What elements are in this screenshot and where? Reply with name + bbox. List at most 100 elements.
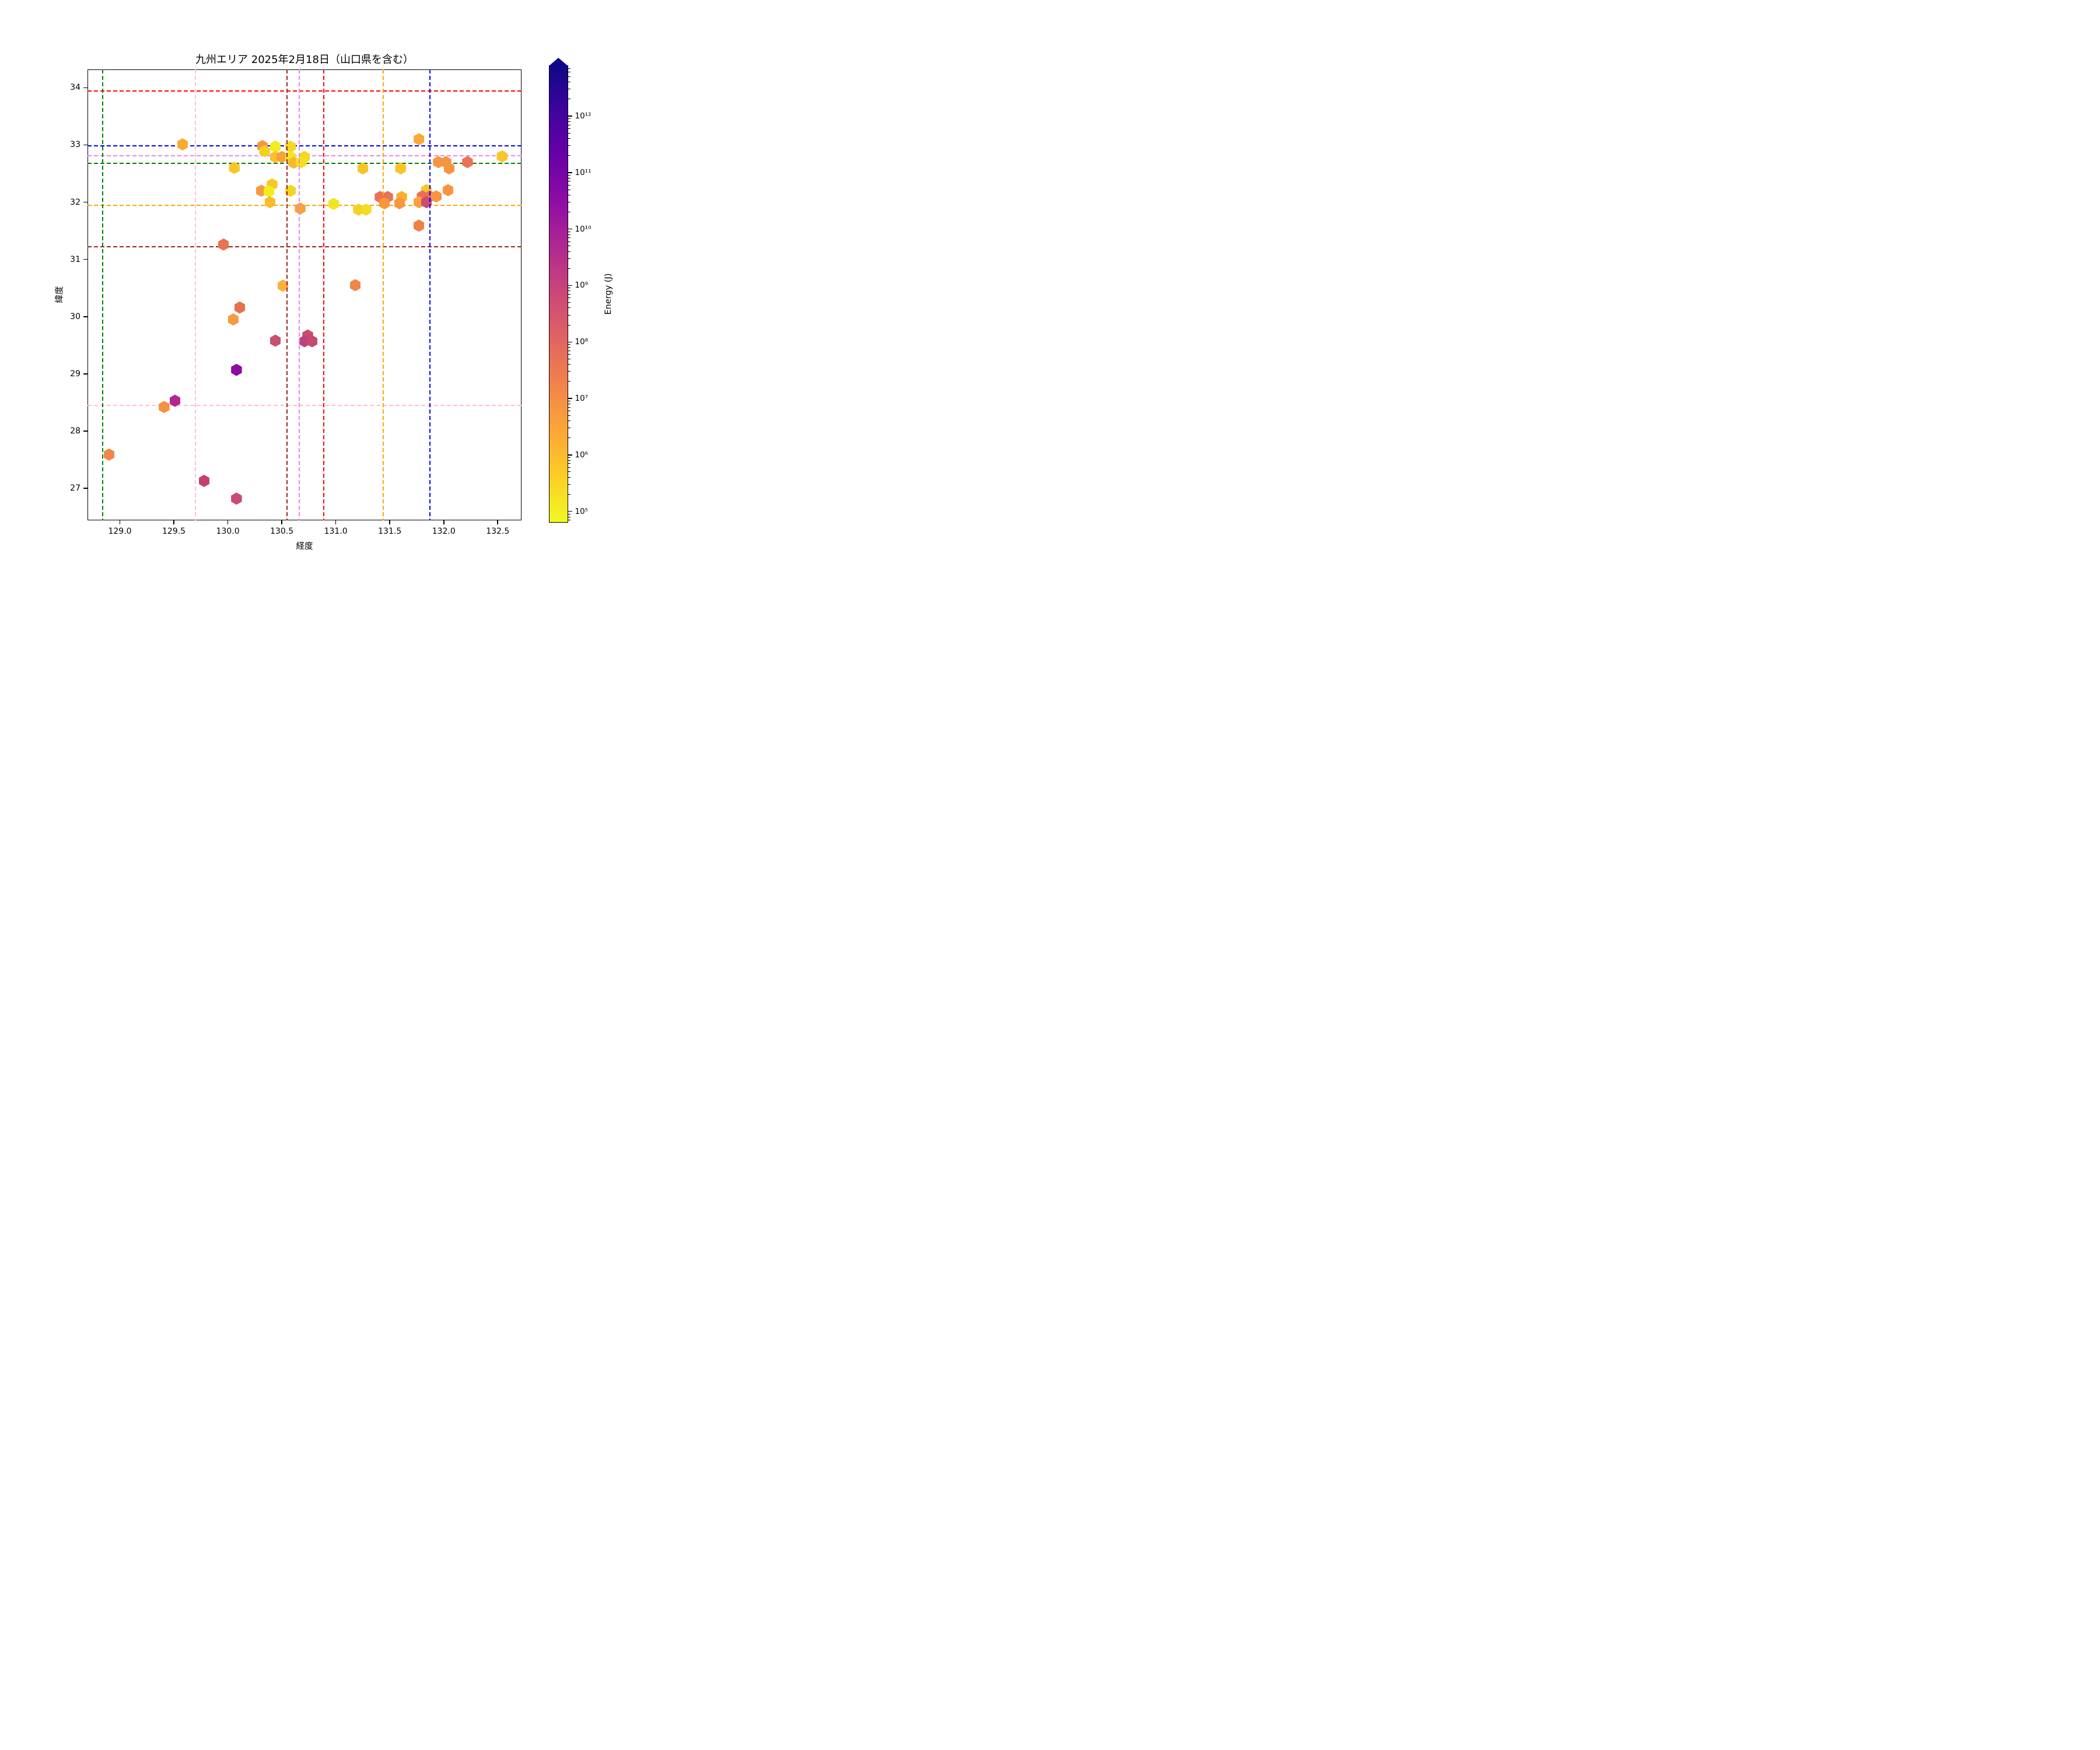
x-tick-label: 129.5 xyxy=(162,527,186,536)
colorbar-minor-tick-mark xyxy=(568,381,570,382)
data-point xyxy=(349,279,361,292)
data-point xyxy=(306,335,318,348)
y-tick-mark xyxy=(83,258,88,260)
y-tick-label: 33 xyxy=(70,140,80,150)
x-tick-label: 132.5 xyxy=(486,527,510,536)
colorbar-minor-tick-mark xyxy=(568,76,570,77)
colorbar-extend-arrow-icon xyxy=(549,58,568,66)
colorbar-minor-tick-mark xyxy=(568,258,570,259)
y-tick-mark xyxy=(83,144,88,146)
colorbar-minor-tick-mark xyxy=(568,68,570,69)
y-tick-label: 31 xyxy=(70,254,80,264)
data-point xyxy=(395,162,406,175)
vline-violet xyxy=(298,69,300,520)
y-tick-label: 29 xyxy=(70,369,80,379)
y-tick-label: 30 xyxy=(70,312,80,321)
x-tick-label: 130.5 xyxy=(270,527,294,536)
data-point xyxy=(103,448,115,461)
data-point xyxy=(413,133,425,146)
colorbar-minor-tick-mark xyxy=(568,138,570,139)
colorbar-tick-label: 10⁷ xyxy=(575,394,589,404)
colorbar-tick-label: 10⁵ xyxy=(575,506,589,516)
data-point xyxy=(228,313,239,326)
data-point xyxy=(263,185,275,198)
x-tick-mark xyxy=(443,520,444,524)
data-point xyxy=(496,150,508,163)
colorbar-minor-tick-mark xyxy=(568,268,570,269)
colorbar-minor-tick-mark xyxy=(568,184,570,186)
data-point xyxy=(413,219,425,232)
plot-area xyxy=(88,69,522,520)
colorbar-minor-tick-mark xyxy=(568,344,570,345)
colorbar-minor-tick-mark xyxy=(568,463,570,464)
x-axis-label: 経度 xyxy=(296,542,313,551)
colorbar-tick-label: 10¹⁰ xyxy=(575,224,592,234)
chart-title: 九州エリア 2025年2月18日（山口県を含む） xyxy=(195,54,414,66)
x-tick-mark xyxy=(389,520,390,524)
data-point xyxy=(218,238,229,251)
data-point xyxy=(231,492,242,505)
data-point xyxy=(198,474,210,487)
colorbar-minor-tick-mark xyxy=(568,128,570,130)
data-point xyxy=(277,279,289,292)
colorbar-minor-tick-mark xyxy=(568,484,570,485)
colorbar-minor-tick-mark xyxy=(568,132,570,134)
data-point xyxy=(231,363,242,376)
data-point xyxy=(462,156,473,169)
vline-blue xyxy=(429,69,430,520)
colorbar-minor-tick-mark xyxy=(568,364,570,365)
vline-orange xyxy=(383,69,384,520)
data-point xyxy=(264,196,276,209)
colorbar-minor-tick-mark xyxy=(568,237,570,239)
colorbar-tick-label: 10⁹ xyxy=(575,281,589,290)
data-point xyxy=(270,334,281,347)
data-point xyxy=(379,197,390,210)
figure: 九州エリア 2025年2月18日（山口県を含む） 緯度 経度 Energy (J… xyxy=(0,0,700,583)
colorbar-tick-label: 10¹¹ xyxy=(575,167,592,177)
colorbar-minor-tick-mark xyxy=(568,407,570,408)
colorbar-minor-tick-mark xyxy=(568,415,570,416)
data-point xyxy=(259,145,270,158)
data-point xyxy=(328,198,340,211)
colorbar-minor-tick-mark xyxy=(568,251,570,252)
colorbar xyxy=(549,65,568,523)
x-tick-label: 132.0 xyxy=(432,527,456,536)
vline-green xyxy=(102,69,103,520)
x-tick-mark xyxy=(119,520,121,524)
vline-pink xyxy=(195,69,197,520)
x-tick-label: 129.0 xyxy=(108,527,132,536)
colorbar-minor-tick-mark xyxy=(568,371,570,372)
colorbar-minor-tick-mark xyxy=(568,324,570,326)
colorbar-label: Energy (J) xyxy=(604,273,613,315)
y-tick-mark xyxy=(83,201,88,203)
data-point xyxy=(443,162,455,175)
x-tick-label: 130.0 xyxy=(216,527,240,536)
data-point xyxy=(442,184,454,197)
colorbar-minor-tick-mark xyxy=(568,467,570,468)
x-tick-mark xyxy=(335,520,337,524)
x-tick-mark xyxy=(227,520,229,524)
colorbar-tick-label: 10⁸ xyxy=(575,337,589,347)
hline-pink xyxy=(88,404,522,406)
data-point xyxy=(357,162,369,175)
data-point xyxy=(394,197,405,210)
x-tick-label: 131.5 xyxy=(378,527,402,536)
hline-blue xyxy=(88,145,522,147)
colorbar-minor-tick-mark xyxy=(568,145,570,146)
colorbar-minor-tick-mark xyxy=(568,354,570,355)
data-point xyxy=(234,301,246,314)
x-tick-label: 131.0 xyxy=(324,527,348,536)
vline-red xyxy=(323,69,325,520)
colorbar-minor-tick-mark xyxy=(568,121,570,122)
colorbar-minor-tick-mark xyxy=(568,347,570,348)
colorbar-minor-tick-mark xyxy=(568,457,570,458)
y-tick-mark xyxy=(83,87,88,89)
colorbar-tick-label: 10⁶ xyxy=(575,450,589,460)
y-tick-label: 27 xyxy=(70,484,80,494)
data-point xyxy=(270,140,281,153)
colorbar-tick-mark xyxy=(568,510,572,512)
colorbar-tick-mark xyxy=(568,285,572,286)
colorbar-minor-tick-mark xyxy=(568,314,570,316)
y-tick-mark xyxy=(83,316,88,317)
colorbar-minor-tick-mark xyxy=(568,302,570,303)
